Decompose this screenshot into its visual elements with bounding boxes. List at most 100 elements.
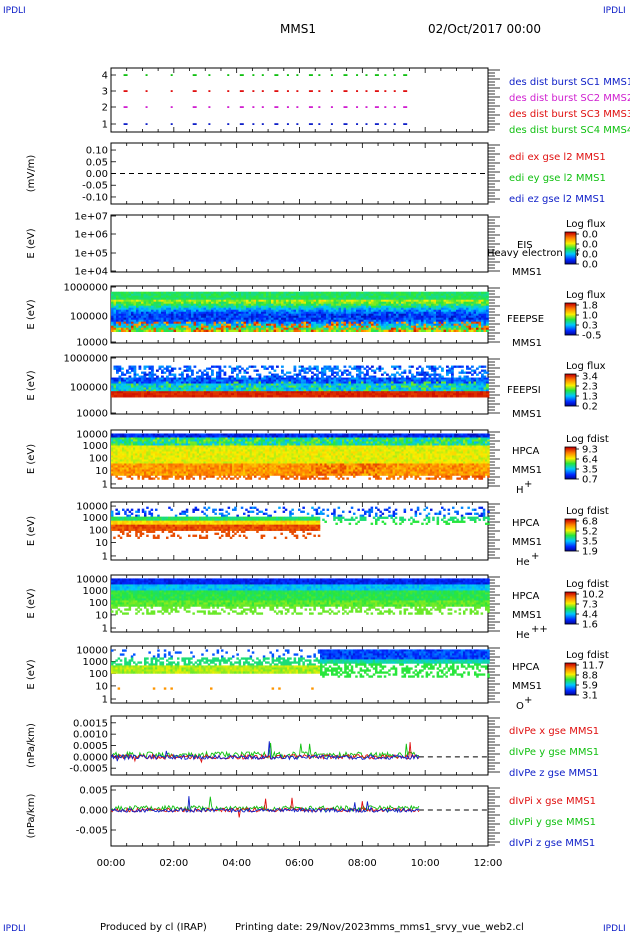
burst-mark — [287, 123, 289, 125]
feepse-cell — [176, 328, 179, 330]
feepse-cell — [336, 330, 339, 332]
feepse-cell — [139, 300, 142, 302]
feepse-cell — [246, 292, 249, 294]
feepse-cell — [396, 292, 399, 294]
feepsi-cell — [311, 380, 314, 382]
feepsi-cell — [311, 376, 314, 378]
feepse-cell — [276, 300, 279, 302]
feepse-cell — [236, 320, 239, 322]
feepse-cell — [144, 298, 147, 300]
feepsi-cell — [449, 378, 452, 380]
feepsi-cell — [131, 386, 134, 388]
feepse-cell — [326, 302, 329, 304]
feepsi-cell — [236, 366, 239, 368]
feepse-cell — [364, 292, 367, 294]
feepsi-cell — [376, 368, 379, 370]
feepse-cell — [381, 298, 384, 300]
feepse-cell — [154, 318, 157, 320]
feepse-cell — [184, 322, 187, 324]
feepsi-cell — [181, 382, 184, 384]
feepsi-cell — [259, 374, 262, 376]
feepse-cell — [284, 322, 287, 324]
feepse-cell — [474, 312, 477, 314]
feepsi-cell — [324, 382, 327, 384]
feepsi-cell — [299, 382, 302, 384]
feepse-cell — [241, 330, 244, 332]
feepse-cell — [301, 306, 304, 308]
feepsi-cell — [434, 388, 437, 390]
feepse-cell — [431, 296, 434, 298]
feepsi-cell — [224, 372, 227, 374]
feepse-cell — [431, 316, 434, 318]
feepse-cell — [266, 322, 269, 324]
feepsi-cell — [436, 380, 439, 382]
feepse-cell — [251, 328, 254, 330]
feepsi-cell — [329, 380, 332, 382]
feepse-cell — [316, 320, 319, 322]
feepse-cell — [311, 316, 314, 318]
feepsi-cell — [141, 386, 144, 388]
feepsi-cell — [356, 374, 359, 376]
feepse-cell — [279, 302, 282, 304]
feepse-cell — [466, 312, 469, 314]
feepse-cell — [284, 330, 287, 332]
feepse-cell — [376, 302, 379, 304]
feepse-cell — [426, 306, 429, 308]
feepsi-cell — [124, 378, 127, 380]
feepsi-cell — [366, 386, 369, 388]
feepse-cell — [214, 324, 217, 326]
feepsi-cell — [301, 380, 304, 382]
feepse-cell — [241, 324, 244, 326]
feepsi-cell — [376, 388, 379, 390]
feepsi-cell — [284, 384, 287, 386]
feepsi-cell — [381, 368, 384, 370]
feepse-cell — [329, 306, 332, 308]
feepse-cell — [116, 306, 119, 308]
feepse-cell — [274, 304, 277, 306]
feepse-cell — [321, 324, 324, 326]
feepse-cell — [474, 324, 477, 326]
feepsi-cell — [414, 388, 417, 390]
feepsi-cell — [189, 386, 192, 388]
feepse-cell — [211, 292, 214, 294]
feepse-cell — [276, 308, 279, 310]
feepse-cell — [206, 308, 209, 310]
feepse-cell — [449, 318, 452, 320]
feepse-cell — [371, 304, 374, 306]
feepse-cell — [161, 314, 164, 316]
feepsi-cell — [266, 382, 269, 384]
feepse-cell — [481, 318, 484, 320]
feepse-cell — [274, 322, 277, 324]
feepse-cell — [324, 320, 327, 322]
burst-mark — [331, 74, 333, 76]
feepse-cell — [131, 322, 134, 324]
feepse-cell — [151, 312, 154, 314]
feepse-cell — [356, 324, 359, 326]
feepsi-cell — [289, 382, 292, 384]
feepse-cell — [469, 320, 472, 322]
feepse-cell — [384, 322, 387, 324]
feepse-cell — [341, 318, 344, 320]
feepse-cell — [206, 302, 209, 304]
footer-printing: Printing date: 29/Nov/2023 — [235, 922, 370, 933]
feepse-cell — [211, 296, 214, 298]
feepse-cell — [244, 330, 247, 332]
feepse-cell — [369, 316, 372, 318]
feepse-cell — [469, 298, 472, 300]
feepse-cell — [461, 322, 464, 324]
feepse-cell — [169, 304, 172, 306]
feepse-cell — [284, 328, 287, 330]
feepsi-cell — [374, 384, 377, 386]
feepse-cell — [404, 304, 407, 306]
feepsi-cell — [336, 380, 339, 382]
feepse-cell — [231, 292, 234, 294]
feepse-cell — [321, 298, 324, 300]
feepse-cell — [391, 306, 394, 308]
feepsi-cell — [186, 378, 189, 380]
feepse-cell — [231, 298, 234, 300]
burst-mark — [193, 106, 197, 108]
feepse-cell — [179, 322, 182, 324]
feepse-cell — [171, 304, 174, 306]
feepse-cell — [156, 306, 159, 308]
feepse-cell — [131, 296, 134, 298]
